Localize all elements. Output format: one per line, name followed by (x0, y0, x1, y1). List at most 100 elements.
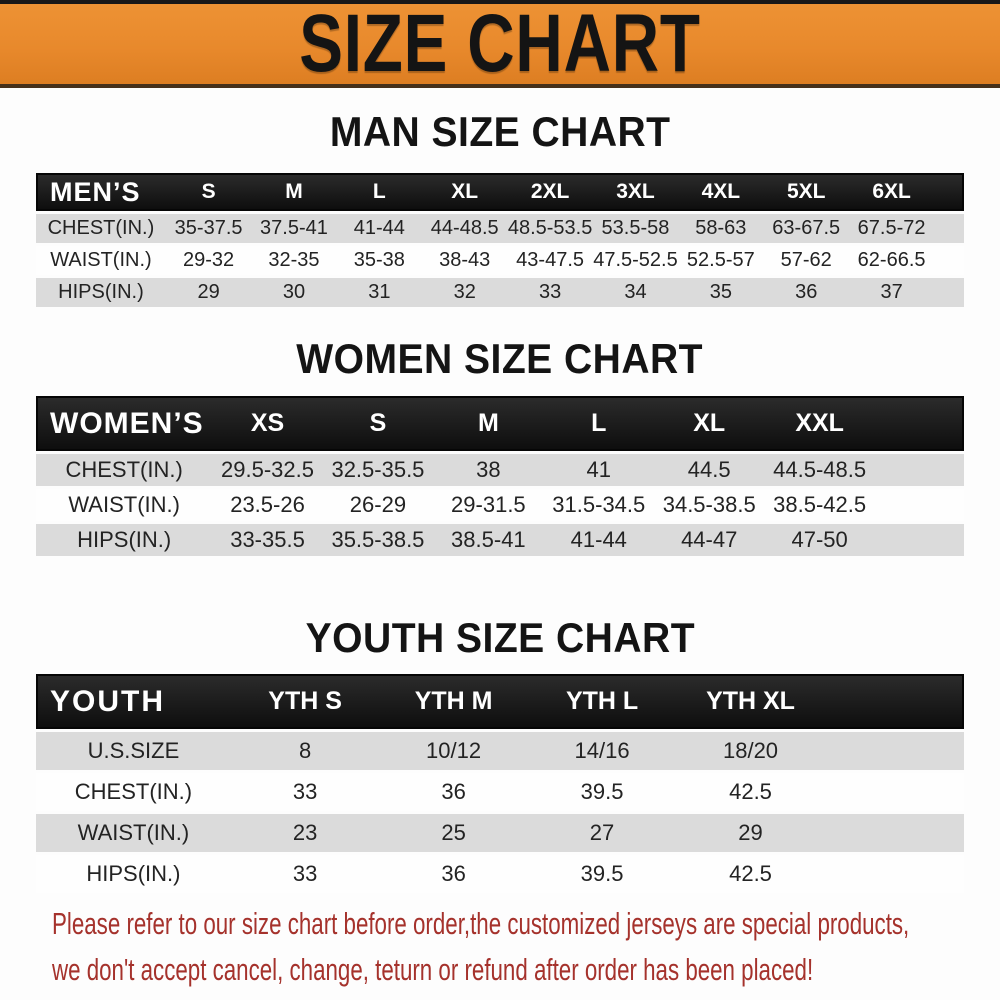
size-value: 41 (543, 454, 654, 486)
men-section: MAN SIZE CHART MEN’S S M L XL 2XL 3XL 4XL 5XL 6XL… (0, 111, 1000, 310)
row-spacer (874, 489, 964, 521)
size-value: 44.5 (654, 454, 765, 486)
size-value: 44-47 (654, 524, 765, 556)
size-value: 14/16 (527, 732, 677, 770)
size-value: 39.5 (527, 773, 677, 811)
size-value: 42.5 (676, 855, 825, 893)
row-spacer (934, 278, 964, 307)
size-value: 38-43 (422, 246, 508, 275)
youth-measurement-row: HIPS(IN.) 33 36 39.5 42.5 (36, 855, 964, 893)
size-value: 38 (433, 454, 544, 486)
notice-line-1: Please refer to our size chart before or… (52, 904, 1000, 950)
men-measurement-row: HIPS(IN.) 29 30 31 32 33 34 35 36 37 (36, 278, 964, 307)
size-column-header: M (433, 396, 544, 451)
banner-title: SIZE CHART (299, 0, 701, 89)
size-value: 31.5-34.5 (543, 489, 654, 521)
header-spacer (934, 173, 964, 211)
women-measurement-row: HIPS(IN.) 33-35.5 35.5-38.5 38.5-41 41-44 44-… (36, 524, 964, 556)
women-section: WOMEN SIZE CHART WOMEN’S XS S M L XL XXL CHEST(… (0, 338, 1000, 559)
youth-measurement-row: WAIST(IN.) 23 25 27 29 (36, 814, 964, 852)
size-value: 10/12 (379, 732, 528, 770)
row-label: CHEST(IN.) (36, 454, 213, 486)
size-value: 35-38 (336, 246, 423, 275)
youth-measurement-row: U.S.SIZE 8 10/12 14/16 18/20 (36, 732, 964, 770)
men-measurement-row: WAIST(IN.) 29-32 32-35 35-38 38-43 43-47.5 47.… (36, 246, 964, 275)
row-spacer (824, 732, 964, 770)
notice-line-2-text: we don't accept cancel, change, teturn o… (52, 952, 814, 987)
size-column-header: 4XL (678, 173, 764, 211)
size-value: 34.5-38.5 (654, 489, 765, 521)
size-column-header: 2XL (507, 173, 593, 211)
row-label: CHEST(IN.) (36, 773, 231, 811)
women-section-title-text: WOMEN SIZE CHART (296, 335, 704, 382)
youth-corner-label: YOUTH (36, 674, 231, 729)
header-spacer (824, 674, 964, 729)
row-spacer (934, 214, 964, 243)
size-value: 29.5-32.5 (212, 454, 323, 486)
youth-section-title: YOUTH SIZE CHART (0, 617, 1000, 659)
row-spacer (934, 246, 964, 275)
size-value: 25 (379, 814, 528, 852)
size-value: 33 (230, 855, 380, 893)
size-value: 23 (230, 814, 380, 852)
size-value: 44.5-48.5 (764, 454, 875, 486)
row-label: WAIST(IN.) (36, 246, 166, 275)
size-value: 31 (336, 278, 423, 307)
notice-line-2: we don't accept cancel, change, teturn o… (52, 950, 1000, 996)
row-label: HIPS(IN.) (36, 524, 213, 556)
size-value: 37.5-41 (251, 214, 337, 243)
size-value: 26-29 (322, 489, 434, 521)
women-size-table: WOMEN’S XS S M L XL XXL CHEST(IN.) 29.5-32.5 32.5… (36, 393, 964, 559)
size-value: 58-63 (678, 214, 764, 243)
size-value: 57-62 (763, 246, 849, 275)
size-value: 48.5-53.5 (507, 214, 593, 243)
row-label: HIPS(IN.) (36, 278, 166, 307)
size-value: 43-47.5 (507, 246, 593, 275)
row-spacer (824, 814, 964, 852)
men-corner-label: MEN’S (36, 173, 166, 211)
size-value: 32-35 (251, 246, 337, 275)
row-label: CHEST(IN.) (36, 214, 166, 243)
row-label: WAIST(IN.) (36, 489, 213, 521)
size-column-header: YTH XL (676, 674, 825, 729)
size-column-header: 3XL (592, 173, 679, 211)
size-column-header: 5XL (763, 173, 849, 211)
size-value: 52.5-57 (678, 246, 764, 275)
youth-size-table: YOUTH YTH S YTH M YTH L YTH XL U.S.SIZE 8 10/12… (36, 671, 964, 896)
row-spacer (874, 454, 964, 486)
size-value: 33-35.5 (212, 524, 323, 556)
size-column-header: 6XL (848, 173, 935, 211)
size-value: 32 (422, 278, 508, 307)
size-value: 27 (527, 814, 677, 852)
size-value: 23.5-26 (212, 489, 323, 521)
size-column-header: S (165, 173, 252, 211)
size-value: 47-50 (764, 524, 875, 556)
size-column-header: XS (212, 396, 323, 451)
youth-section-title-text: YOUTH SIZE CHART (305, 614, 695, 661)
size-value: 30 (251, 278, 337, 307)
size-column-header: XL (422, 173, 508, 211)
size-value: 8 (230, 732, 380, 770)
size-value: 36 (763, 278, 849, 307)
row-spacer (824, 773, 964, 811)
size-value: 33 (230, 773, 380, 811)
size-column-header: YTH L (527, 674, 677, 729)
row-label: WAIST(IN.) (36, 814, 231, 852)
men-measurement-row: CHEST(IN.) 35-37.5 37.5-41 41-44 44-48.5 48.5… (36, 214, 964, 243)
youth-section: YOUTH SIZE CHART YOUTH YTH S YTH M YTH L YTH… (0, 617, 1000, 896)
size-value: 35-37.5 (165, 214, 252, 243)
size-value: 67.5-72 (848, 214, 935, 243)
women-measurement-row: CHEST(IN.) 29.5-32.5 32.5-35.5 38 41 44.5 44.5… (36, 454, 964, 486)
banner: SIZE CHART (0, 0, 1000, 88)
size-column-header: L (336, 173, 423, 211)
size-value: 34 (592, 278, 679, 307)
size-value: 38.5-42.5 (764, 489, 875, 521)
women-header-row: WOMEN’S XS S M L XL XXL (36, 396, 964, 451)
notice-line-1-text: Please refer to our size chart before or… (52, 906, 910, 941)
men-section-title-text: MAN SIZE CHART (329, 108, 671, 155)
size-value: 41-44 (543, 524, 654, 556)
youth-header-row: YOUTH YTH S YTH M YTH L YTH XL (36, 674, 964, 729)
size-value: 35.5-38.5 (322, 524, 434, 556)
size-value: 33 (507, 278, 593, 307)
